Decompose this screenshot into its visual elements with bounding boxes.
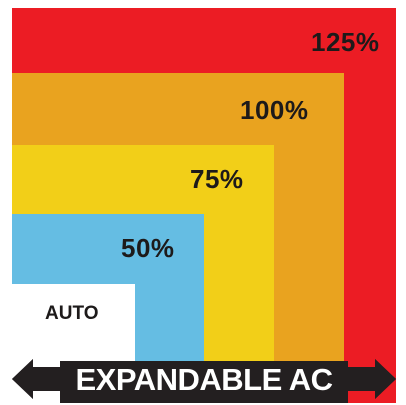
level-75-label: 75% xyxy=(190,164,244,194)
level-auto-label: AUTO xyxy=(45,303,99,324)
expandable-ac-banner: EXPANDABLE AC xyxy=(12,355,396,403)
banner-label: EXPANDABLE AC xyxy=(75,362,333,397)
level-100-label: 100% xyxy=(240,95,309,125)
arrow-right-icon xyxy=(375,359,396,399)
banner-arrow-shape xyxy=(12,359,396,403)
level-50-label: 50% xyxy=(121,233,175,263)
arrow-left-icon xyxy=(12,359,33,399)
level-125-label: 125% xyxy=(311,27,380,57)
